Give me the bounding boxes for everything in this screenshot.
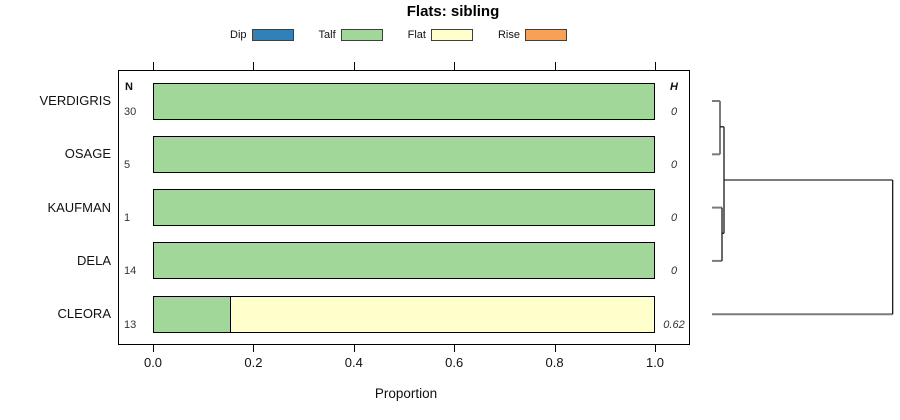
x-tick-label: 0.4 xyxy=(344,355,363,370)
legend-label: Rise xyxy=(497,28,520,41)
legend-item-talf: Talf xyxy=(318,28,383,41)
category-label-verdigris: VERDIGRIS xyxy=(39,93,111,108)
bar-segment-talf xyxy=(154,83,654,119)
h-value: 0 xyxy=(670,212,678,225)
x-axis-label: Proportion xyxy=(374,386,438,401)
bar-dela xyxy=(153,242,655,280)
n-value: 1 xyxy=(124,212,131,225)
top-axis-tick xyxy=(554,62,556,70)
bar-osage xyxy=(153,135,655,173)
category-label-osage: OSAGE xyxy=(64,146,111,162)
chart-title: Flats: sibling xyxy=(406,3,500,20)
x-tick-label: 1.0 xyxy=(645,355,665,370)
bottom-axis-tick xyxy=(253,345,255,352)
top-axis-tick xyxy=(253,62,255,70)
legend-label: Dip xyxy=(230,28,247,41)
n-column-header: N xyxy=(125,81,133,93)
bottom-axis-tick xyxy=(454,345,456,352)
legend-swatch-dip xyxy=(251,28,294,41)
bottom-axis-tick xyxy=(353,345,355,352)
n-value: 14 xyxy=(124,265,137,278)
legend-label: Flat xyxy=(407,28,426,41)
bar-segment-talf xyxy=(154,243,654,279)
h-value: 0 xyxy=(670,158,678,171)
legend-swatch-rise xyxy=(525,28,567,41)
dendrogram xyxy=(712,100,894,316)
bar-verdigris xyxy=(153,82,655,120)
legend-item-dip: Dip xyxy=(230,28,294,41)
h-value: 0 xyxy=(670,265,678,278)
legend-item-rise: Rise xyxy=(497,28,567,41)
bottom-axis-tick xyxy=(554,345,556,352)
bar-segment-talf xyxy=(154,136,654,172)
n-value: 13 xyxy=(124,318,137,331)
top-axis-tick xyxy=(655,62,656,70)
h-value: 0.62 xyxy=(663,318,685,331)
legend-item-flat: Flat xyxy=(407,28,473,41)
x-tick-label: 0.8 xyxy=(545,355,564,370)
n-value: 5 xyxy=(124,158,131,171)
n-value: 30 xyxy=(124,105,137,118)
category-label-dela: DELA xyxy=(77,252,111,268)
h-value: 0 xyxy=(670,105,678,118)
bar-segment-talf xyxy=(154,190,654,226)
x-tick-label: 0.2 xyxy=(244,355,263,370)
legend: Dip Talf Flat Rise xyxy=(230,27,567,42)
bar-segment-flat xyxy=(231,296,654,332)
bottom-axis-tick xyxy=(655,345,656,352)
legend-swatch-flat xyxy=(430,28,473,41)
x-tick-label: 0.0 xyxy=(143,355,163,370)
h-column-header: H xyxy=(670,81,678,93)
top-axis-tick xyxy=(454,62,456,70)
legend-label: Talf xyxy=(318,28,336,41)
bar-segment-talf xyxy=(154,296,231,332)
bar-cleora xyxy=(153,295,655,333)
top-axis-tick xyxy=(353,62,355,70)
legend-swatch-talf xyxy=(340,28,383,41)
bar-kaufman xyxy=(153,189,655,227)
category-label-cleora: CLEORA xyxy=(57,306,111,322)
top-axis-tick xyxy=(153,62,154,70)
bottom-axis-tick xyxy=(153,345,154,352)
category-label-kaufman: KAUFMAN xyxy=(47,199,111,215)
x-tick-label: 0.6 xyxy=(445,355,464,370)
